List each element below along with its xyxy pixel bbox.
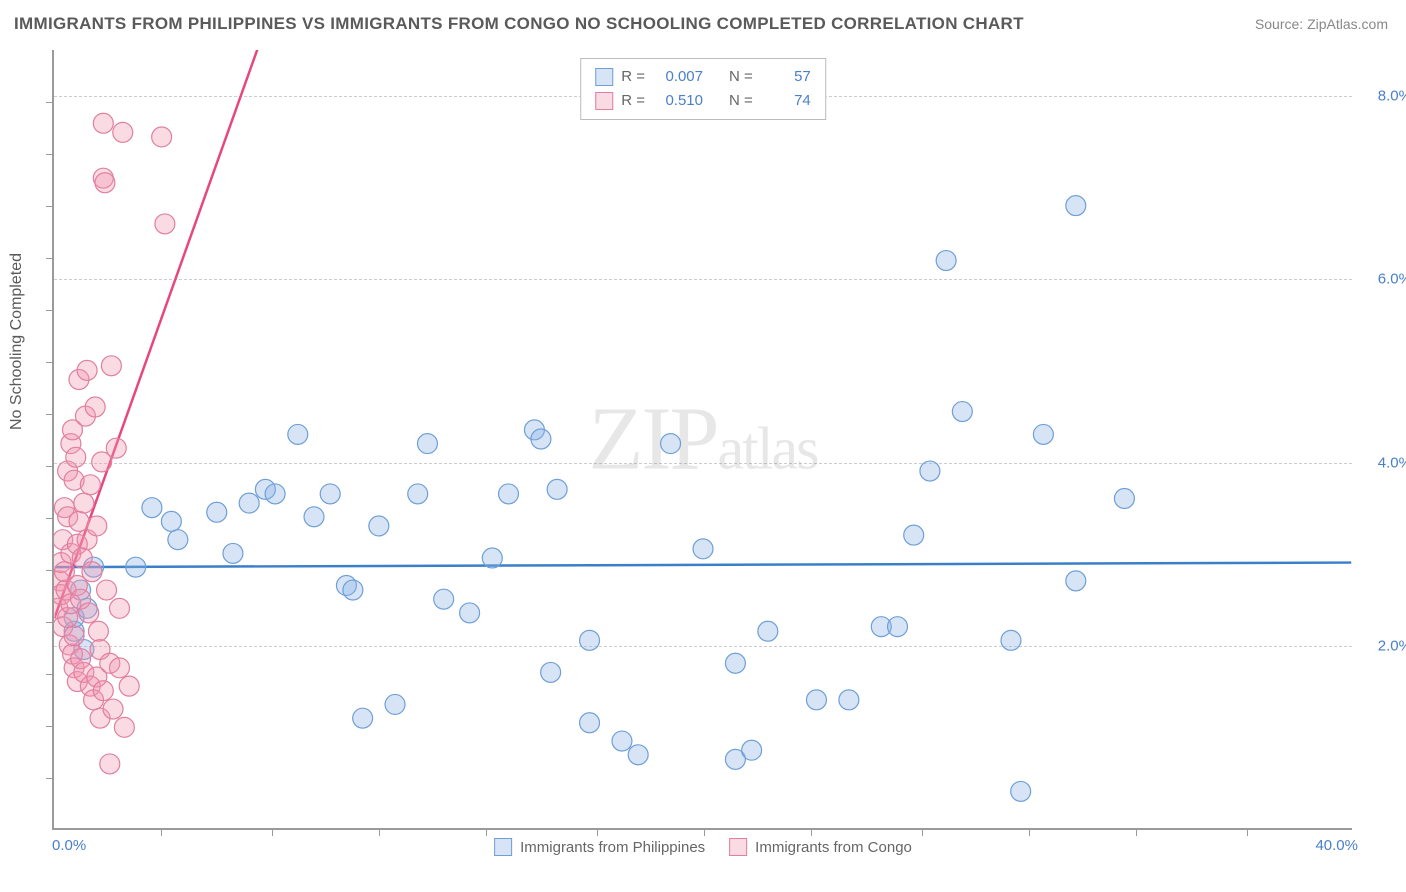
chart-plot-area: ZIPatlas 2.0%4.0%6.0%8.0% R = 0.007 N = … [52, 50, 1352, 830]
legend-row-philippines: R = 0.007 N = 57 [595, 65, 811, 89]
n-value-congo: 74 [761, 89, 811, 113]
r-value-philippines: 0.007 [653, 65, 703, 89]
y-axis-label: No Schooling Completed [8, 253, 26, 430]
legend-label-congo: Immigrants from Congo [755, 839, 912, 856]
swatch-congo-bottom [729, 838, 747, 856]
legend-label-philippines: Immigrants from Philippines [520, 839, 705, 856]
swatch-congo [595, 92, 613, 110]
y-tick-label: 8.0% [1378, 87, 1406, 104]
y-tick-label: 2.0% [1378, 638, 1406, 655]
swatch-philippines [595, 68, 613, 86]
legend-row-congo: R = 0.510 N = 74 [595, 89, 811, 113]
source-attribution: Source: ZipAtlas.com [1255, 16, 1388, 32]
chart-title: IMMIGRANTS FROM PHILIPPINES VS IMMIGRANT… [14, 14, 1024, 34]
correlation-legend: R = 0.007 N = 57 R = 0.510 N = 74 [580, 58, 826, 120]
swatch-philippines-bottom [494, 838, 512, 856]
x-axis-max-label: 40.0% [1315, 837, 1358, 854]
legend-item-congo: Immigrants from Congo [729, 838, 912, 856]
n-value-philippines: 57 [761, 65, 811, 89]
scatter-plot [54, 50, 1352, 828]
r-value-congo: 0.510 [653, 89, 703, 113]
y-tick-label: 6.0% [1378, 271, 1406, 288]
x-axis-min-label: 0.0% [52, 837, 86, 854]
y-tick-label: 4.0% [1378, 454, 1406, 471]
legend-item-philippines: Immigrants from Philippines [494, 838, 705, 856]
series-legend: Immigrants from Philippines Immigrants f… [494, 838, 912, 856]
